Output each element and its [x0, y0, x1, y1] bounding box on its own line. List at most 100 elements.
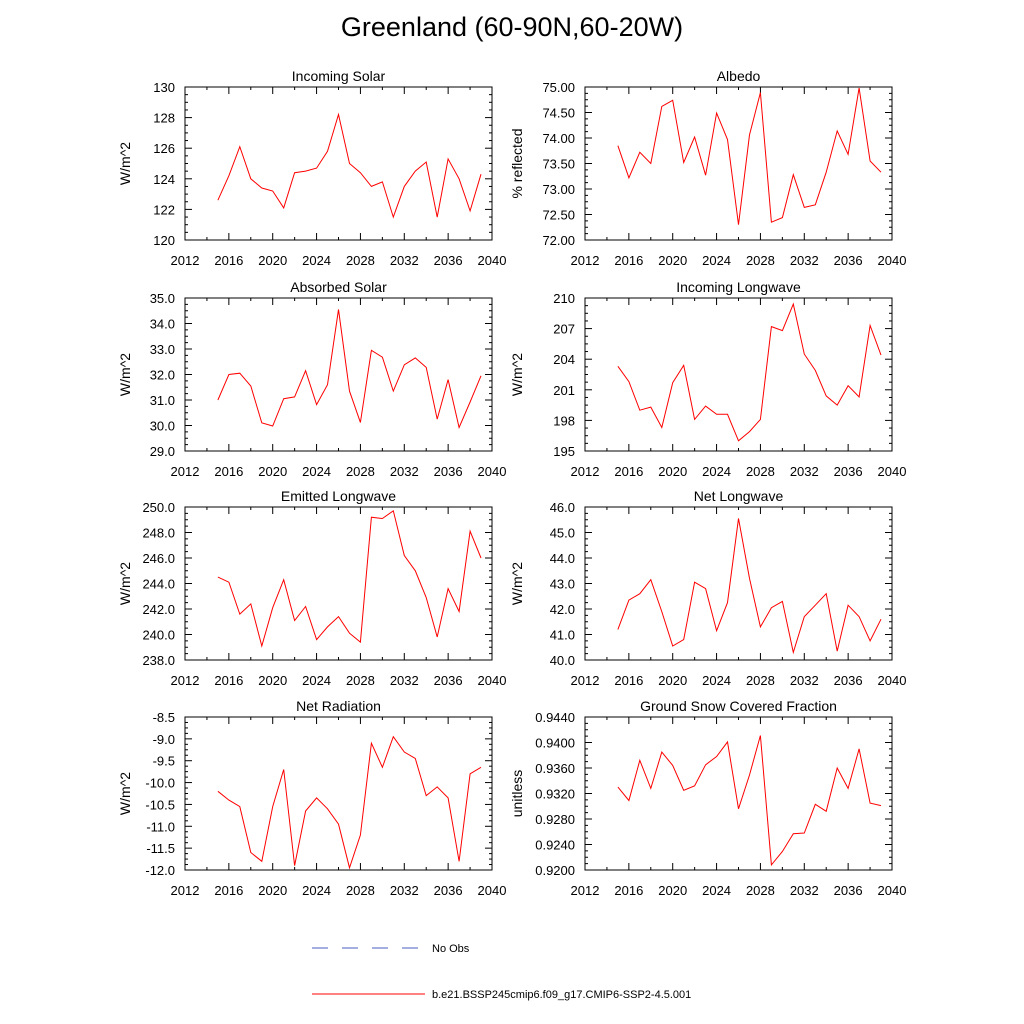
x-tick-label: 2012: [171, 464, 200, 479]
y-axis-label: W/m^2: [509, 353, 525, 396]
y-tick-label: -9.5: [153, 754, 175, 769]
plot-frame: [184, 716, 493, 871]
y-tick-label: 34.0: [150, 317, 175, 332]
y-tick-label: 207: [553, 322, 575, 337]
series-line: [617, 518, 882, 655]
x-tick-label: 2032: [790, 883, 819, 898]
panel-title: Net Longwave: [694, 488, 784, 504]
y-tick-label: 75.00: [542, 80, 575, 95]
y-tick-label: 74.00: [542, 131, 575, 146]
y-axis-label: W/m^2: [117, 353, 133, 396]
panel-incoming-longwave: 2012 2016 2020 2024 2028 2032 2036 2040 195 198 20…: [509, 279, 906, 479]
x-tick-label: 2020: [258, 673, 287, 688]
plot-frame: [184, 506, 493, 661]
x-tick-label: 2024: [702, 253, 731, 268]
y-tick-label: -11.5: [146, 841, 175, 856]
x-tick-label: 2028: [346, 253, 375, 268]
series-line: [617, 302, 882, 442]
x-tick-label: 2028: [746, 464, 775, 479]
x-tick-label: 2032: [790, 673, 819, 688]
x-tick-label: 2032: [390, 883, 419, 898]
panel-title: Incoming Solar: [292, 68, 386, 84]
x-tick-label: 2020: [658, 673, 687, 688]
y-tick-label: 73.50: [542, 157, 575, 172]
panel-title: Ground Snow Covered Fraction: [640, 698, 837, 714]
panel-title: Absorbed Solar: [290, 279, 387, 295]
figure-title: Greenland (60-90N,60-20W): [340, 12, 684, 42]
x-tick-label: 2032: [390, 464, 419, 479]
x-tick-label: 2036: [434, 673, 463, 688]
x-tick-label: 2032: [790, 464, 819, 479]
y-tick-label: -8.5: [153, 710, 175, 725]
x-tick-label: 2040: [478, 464, 507, 479]
x-tick-label: 2016: [614, 464, 643, 479]
x-tick-label: 2028: [746, 883, 775, 898]
x-tick-label: 2016: [214, 883, 243, 898]
x-tick-label: 2024: [302, 464, 331, 479]
panel-title: Net Radiation: [296, 698, 381, 714]
y-tick-label: 122: [153, 202, 175, 217]
y-axis-label: % reflected: [509, 128, 525, 198]
x-tick-label: 2036: [434, 464, 463, 479]
x-tick-label: 2032: [390, 253, 419, 268]
x-tick-label: 2016: [614, 883, 643, 898]
x-tick-label: 2016: [214, 253, 243, 268]
x-tick-label: 2028: [746, 253, 775, 268]
plot-frame: [184, 86, 493, 241]
x-tick-label: 2032: [790, 253, 819, 268]
y-tick-label: 0.9240: [535, 838, 575, 853]
y-tick-label: 30.0: [150, 419, 175, 434]
panel-ground-snow-covered-fraction: 2012 2016 2020 2024 2028 2032 2036 2040 0.9200 0.…: [509, 698, 906, 898]
x-tick-label: 2040: [478, 673, 507, 688]
y-tick-label: 72.50: [542, 208, 575, 223]
x-tick-label: 2040: [478, 253, 507, 268]
y-tick-label: 201: [553, 383, 575, 398]
x-tick-label: 2020: [258, 883, 287, 898]
y-tick-label: 210: [553, 291, 575, 306]
x-tick-label: 2032: [390, 673, 419, 688]
panel-incoming-solar: 2012 2016 2020 2024 2028 2032 2036 2040 120 122 12…: [117, 68, 506, 268]
y-axis-label: W/m^2: [509, 562, 525, 605]
series-line: [217, 309, 482, 430]
y-tick-label: 244.0: [142, 577, 175, 592]
y-tick-label: 73.00: [542, 182, 575, 197]
y-tick-label: 198: [553, 413, 575, 428]
y-tick-label: 120: [153, 233, 175, 248]
x-tick-label: 2040: [878, 464, 907, 479]
x-tick-label: 2012: [571, 464, 600, 479]
y-tick-label: 35.0: [150, 291, 175, 306]
x-tick-label: 2020: [258, 253, 287, 268]
y-tick-label: 126: [153, 141, 175, 156]
y-tick-label: 0.9440: [535, 710, 575, 725]
x-tick-label: 2024: [702, 464, 731, 479]
y-tick-label: 0.9200: [535, 863, 575, 878]
x-tick-label: 2012: [571, 253, 600, 268]
y-tick-label: 29.0: [150, 444, 175, 459]
y-tick-label: 204: [553, 352, 575, 367]
plot-frame: [584, 86, 893, 241]
x-tick-label: 2036: [834, 464, 863, 479]
y-axis-label: unitless: [509, 770, 525, 817]
x-tick-label: 2024: [302, 673, 331, 688]
y-tick-label: 128: [153, 111, 175, 126]
y-axis-label: W/m^2: [117, 562, 133, 605]
x-tick-label: 2036: [834, 673, 863, 688]
y-tick-label: 44.0: [550, 551, 575, 566]
x-tick-label: 2020: [658, 464, 687, 479]
series-line: [617, 87, 882, 225]
x-tick-label: 2016: [214, 673, 243, 688]
x-tick-label: 2028: [746, 673, 775, 688]
y-tick-label: 43.0: [550, 577, 575, 592]
y-tick-label: 0.9320: [535, 787, 575, 802]
plot-frame: [584, 297, 893, 452]
panel-title: Incoming Longwave: [676, 279, 801, 295]
x-tick-label: 2040: [878, 673, 907, 688]
y-tick-label: 40.0: [550, 653, 575, 668]
y-tick-label: 248.0: [142, 526, 175, 541]
y-tick-label: 72.00: [542, 233, 575, 248]
y-tick-label: 0.9400: [535, 736, 575, 751]
plot-frame: [584, 506, 893, 661]
series-line: [217, 112, 482, 219]
x-tick-label: 2036: [434, 253, 463, 268]
